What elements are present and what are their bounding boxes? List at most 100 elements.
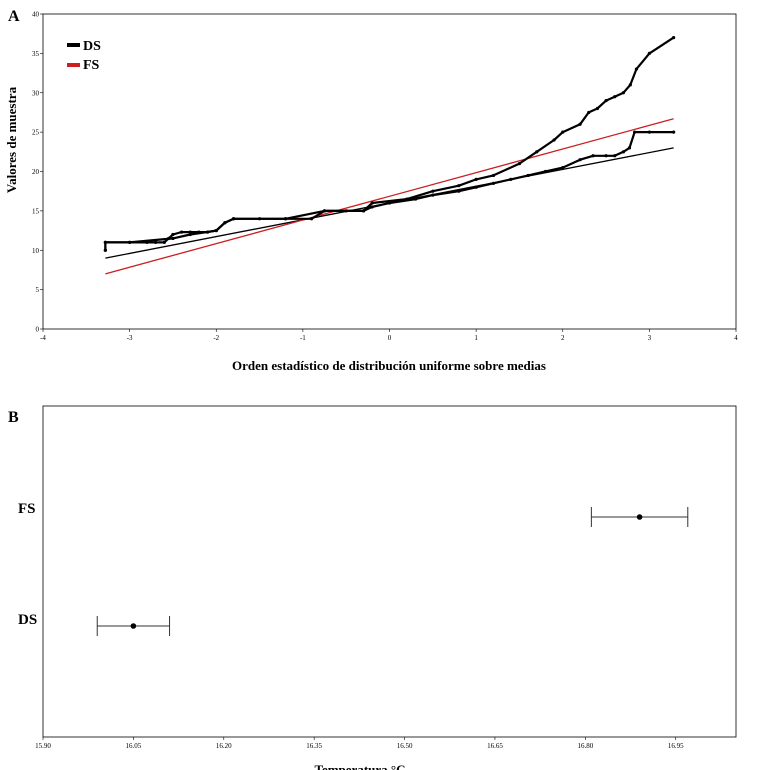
data-point-ds	[526, 173, 530, 178]
panel-a-label: A	[8, 8, 20, 25]
plot-area-a	[42, 13, 737, 330]
x-tick-label: 15.90	[35, 742, 51, 750]
data-point-ds	[370, 205, 374, 209]
x-tick-label: 16.20	[216, 742, 232, 750]
data-point-fs	[283, 217, 288, 221]
x-tick-label: 2	[561, 334, 565, 342]
x-tick-label: 16.95	[668, 742, 684, 750]
data-point-fs	[672, 36, 676, 40]
fit-line-fs	[105, 118, 674, 275]
x-tick-label: -3	[127, 334, 133, 342]
legend: DS FS	[67, 39, 101, 73]
data-point-fs	[628, 83, 632, 87]
data-point-ds	[431, 193, 435, 197]
data-point-fs	[578, 122, 582, 126]
data-points	[103, 36, 676, 252]
x-tick-label: 4	[734, 334, 738, 342]
data-point-ds	[591, 154, 595, 158]
data-point-fs	[188, 232, 192, 237]
x-tick-label: 16.05	[126, 742, 142, 750]
data-point-ds	[491, 181, 496, 185]
data-point-fs	[128, 240, 132, 244]
mean-point-fs	[636, 514, 643, 520]
data-point-fs	[587, 110, 591, 115]
y-tick-label: 35	[32, 50, 40, 58]
x-tick-label: 16.50	[397, 742, 413, 750]
data-point-ds	[457, 189, 461, 193]
data-point-fs	[214, 228, 218, 233]
data-point-fs	[231, 217, 236, 221]
data-point-ds	[561, 165, 565, 170]
data-point-fs	[517, 162, 522, 166]
data-point-fs	[561, 130, 565, 134]
x-tick-label: -2	[213, 334, 219, 342]
x-axis-a: -4 -3 -2 -1 0 1 2 3 4	[40, 329, 738, 342]
legend-label-fs: FS	[83, 58, 100, 73]
category-label-ds: DS	[18, 612, 37, 628]
data-point-fs	[647, 51, 651, 55]
data-point-fs	[361, 209, 366, 213]
x-tick-label: 1	[474, 334, 478, 342]
y-axis-a: 0 5 10 15 20 25 30 35 40	[32, 11, 43, 334]
data-point-ds	[309, 217, 314, 221]
data-point-fs	[552, 138, 556, 142]
data-point-fs	[171, 236, 175, 241]
data-point-fs	[431, 189, 435, 193]
x-tick-label: 16.35	[306, 742, 322, 750]
data-point-fs	[370, 201, 374, 205]
data-point-fs	[613, 95, 617, 99]
x-tick-label: 16.65	[487, 742, 503, 750]
data-point-fs	[535, 150, 539, 154]
data-point-fs	[223, 221, 227, 225]
y-tick-label: 15	[32, 207, 40, 215]
x-tick-label: -1	[300, 334, 306, 342]
data-point-ds	[633, 130, 637, 134]
data-point-fs	[604, 99, 608, 103]
data-point-ds	[509, 177, 513, 181]
x-axis-title-b: Temperatura °C	[314, 762, 405, 770]
data-point-ds	[627, 146, 632, 150]
y-tick-label: 30	[32, 89, 40, 97]
y-tick-label: 40	[32, 11, 40, 19]
y-tick-label: 20	[32, 168, 40, 176]
x-tick-label: 16.80	[577, 742, 593, 750]
data-point-ds	[162, 240, 166, 244]
data-point-ds	[647, 130, 651, 134]
sample-curve-fs	[104, 36, 675, 251]
data-point-fs	[595, 106, 600, 111]
data-point-ds	[578, 158, 582, 162]
x-axis-b: 15.90 16.05 16.20 16.35 16.50 16.65 16.80 16.95	[35, 737, 684, 750]
data-point-ds	[188, 230, 192, 234]
category-label-fs: FS	[18, 501, 36, 517]
data-point-fs	[474, 177, 478, 181]
data-point-ds	[413, 197, 418, 201]
data-point-ds	[180, 230, 184, 234]
x-tick-label: 0	[388, 334, 392, 342]
data-point-ds	[672, 130, 676, 134]
x-tick-label: 3	[648, 334, 652, 342]
interval-marks	[96, 507, 689, 636]
data-point-fs	[491, 173, 496, 178]
panel-b-label: B	[8, 409, 19, 426]
data-point-fs	[103, 240, 107, 244]
plot-area-b	[42, 405, 737, 738]
data-point-ds	[621, 150, 625, 154]
data-point-fs	[457, 184, 461, 188]
x-axis-title-a: Orden estadístico de distribución unifor…	[232, 358, 546, 373]
legend-label-ds: DS	[83, 39, 101, 54]
y-tick-label: 25	[32, 129, 40, 137]
data-point-ds	[474, 185, 478, 189]
data-point-fs	[621, 91, 625, 95]
x-tick-label: -4	[40, 334, 46, 342]
data-point-ds	[604, 154, 608, 158]
data-point-ds	[171, 232, 175, 237]
mean-point-ds	[130, 623, 137, 629]
data-point-ds	[543, 169, 548, 174]
data-point-fs	[322, 209, 327, 213]
data-point-fs	[405, 197, 409, 201]
y-tick-label: 0	[36, 326, 40, 334]
y-tick-label: 10	[32, 247, 40, 255]
data-point-ds	[154, 240, 158, 244]
y-tick-label: 5	[36, 286, 40, 294]
